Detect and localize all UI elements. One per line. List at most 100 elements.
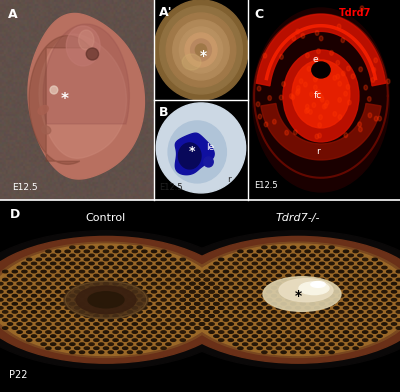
Circle shape xyxy=(166,254,171,257)
Circle shape xyxy=(276,258,281,261)
Circle shape xyxy=(343,331,349,333)
Circle shape xyxy=(329,335,334,338)
Circle shape xyxy=(300,327,306,329)
Circle shape xyxy=(329,278,334,281)
Polygon shape xyxy=(28,13,144,179)
Circle shape xyxy=(317,90,320,95)
Circle shape xyxy=(94,266,99,269)
Circle shape xyxy=(22,303,27,305)
Text: fc: fc xyxy=(314,91,322,100)
Circle shape xyxy=(358,327,363,329)
Circle shape xyxy=(194,287,200,289)
Circle shape xyxy=(377,278,382,281)
Circle shape xyxy=(329,270,334,273)
Circle shape xyxy=(146,270,152,273)
Circle shape xyxy=(257,339,262,341)
Circle shape xyxy=(362,331,368,333)
Circle shape xyxy=(142,307,147,309)
Circle shape xyxy=(60,294,66,297)
Circle shape xyxy=(343,258,349,261)
Circle shape xyxy=(353,331,358,333)
Circle shape xyxy=(377,262,382,265)
Circle shape xyxy=(22,327,27,329)
Circle shape xyxy=(334,331,339,333)
Circle shape xyxy=(146,319,152,321)
Circle shape xyxy=(142,290,147,293)
Circle shape xyxy=(223,335,228,338)
Circle shape xyxy=(22,294,27,297)
Circle shape xyxy=(348,327,354,329)
Circle shape xyxy=(60,303,66,305)
Circle shape xyxy=(161,290,166,293)
Circle shape xyxy=(185,327,190,329)
Circle shape xyxy=(26,307,32,309)
Circle shape xyxy=(238,266,243,269)
Circle shape xyxy=(199,307,204,309)
Circle shape xyxy=(362,299,368,301)
Circle shape xyxy=(132,290,138,293)
Circle shape xyxy=(137,319,142,321)
Circle shape xyxy=(305,299,310,301)
Circle shape xyxy=(338,303,344,305)
Circle shape xyxy=(372,339,378,341)
Circle shape xyxy=(75,315,80,317)
Circle shape xyxy=(204,287,210,289)
Circle shape xyxy=(319,335,325,338)
Circle shape xyxy=(65,315,70,317)
Circle shape xyxy=(286,323,291,325)
Circle shape xyxy=(22,262,27,265)
Circle shape xyxy=(252,254,258,257)
Circle shape xyxy=(391,290,397,293)
Circle shape xyxy=(257,331,262,333)
Circle shape xyxy=(94,339,99,341)
Circle shape xyxy=(267,331,272,333)
Circle shape xyxy=(396,287,400,289)
Circle shape xyxy=(271,335,277,338)
Circle shape xyxy=(324,103,328,108)
Circle shape xyxy=(127,294,133,297)
Circle shape xyxy=(276,266,281,269)
Circle shape xyxy=(386,327,392,329)
Circle shape xyxy=(362,274,368,277)
Circle shape xyxy=(190,274,195,277)
Circle shape xyxy=(36,282,42,285)
Circle shape xyxy=(247,299,253,301)
Circle shape xyxy=(362,323,368,325)
Circle shape xyxy=(247,266,253,269)
Circle shape xyxy=(142,258,147,261)
Circle shape xyxy=(161,266,166,269)
Circle shape xyxy=(146,335,152,338)
Circle shape xyxy=(99,287,104,289)
Circle shape xyxy=(204,294,210,297)
Circle shape xyxy=(276,331,281,333)
Circle shape xyxy=(247,331,253,333)
Circle shape xyxy=(242,262,248,265)
Circle shape xyxy=(132,282,138,285)
Circle shape xyxy=(358,294,363,297)
Circle shape xyxy=(31,310,37,313)
Circle shape xyxy=(314,77,317,82)
Circle shape xyxy=(329,327,334,329)
Circle shape xyxy=(204,294,210,297)
Circle shape xyxy=(60,254,66,257)
Ellipse shape xyxy=(182,54,201,70)
Circle shape xyxy=(127,327,133,329)
Circle shape xyxy=(185,262,190,265)
Circle shape xyxy=(362,307,368,309)
Circle shape xyxy=(242,303,248,305)
Circle shape xyxy=(209,299,214,301)
Circle shape xyxy=(199,274,204,277)
Circle shape xyxy=(272,119,276,124)
Circle shape xyxy=(161,274,166,277)
Circle shape xyxy=(161,315,166,317)
Circle shape xyxy=(209,282,214,285)
Circle shape xyxy=(176,294,181,297)
Circle shape xyxy=(314,266,320,269)
Circle shape xyxy=(214,270,219,273)
Circle shape xyxy=(228,299,233,301)
Circle shape xyxy=(156,319,162,321)
Circle shape xyxy=(17,331,22,333)
Circle shape xyxy=(22,287,27,289)
Circle shape xyxy=(367,294,373,297)
Circle shape xyxy=(290,278,296,281)
